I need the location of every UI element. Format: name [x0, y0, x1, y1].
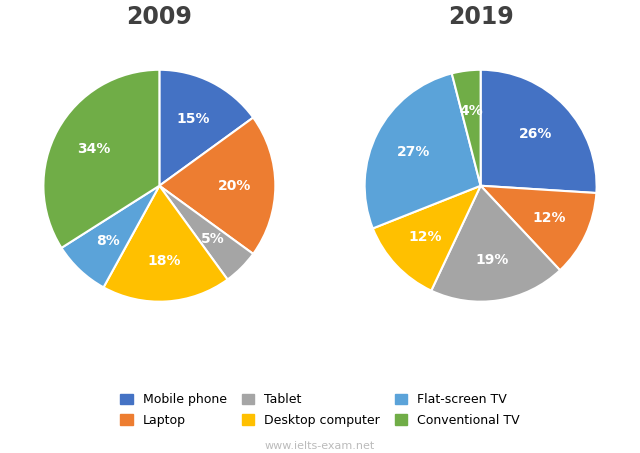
Wedge shape: [481, 186, 596, 270]
Text: www.ielts-exam.net: www.ielts-exam.net: [265, 441, 375, 451]
Text: 19%: 19%: [476, 253, 509, 267]
Text: 27%: 27%: [397, 145, 430, 159]
Wedge shape: [44, 70, 159, 248]
Title: 2019: 2019: [448, 5, 513, 29]
Text: 15%: 15%: [177, 111, 211, 125]
Wedge shape: [431, 186, 560, 302]
Text: 8%: 8%: [96, 234, 120, 248]
Wedge shape: [452, 70, 481, 186]
Text: 5%: 5%: [201, 232, 225, 246]
Text: 18%: 18%: [147, 254, 181, 268]
Text: 12%: 12%: [409, 230, 442, 244]
Legend: Mobile phone, Laptop, Tablet, Desktop computer, Flat-screen TV, Conventional TV: Mobile phone, Laptop, Tablet, Desktop co…: [114, 387, 526, 433]
Text: 12%: 12%: [532, 211, 566, 225]
Wedge shape: [373, 186, 481, 291]
Wedge shape: [104, 186, 228, 302]
Wedge shape: [159, 118, 275, 254]
Title: 2009: 2009: [127, 5, 192, 29]
Wedge shape: [61, 186, 159, 287]
Text: 26%: 26%: [519, 127, 552, 141]
Wedge shape: [159, 186, 253, 280]
Wedge shape: [159, 70, 253, 186]
Text: 20%: 20%: [218, 179, 252, 193]
Text: 4%: 4%: [460, 104, 483, 118]
Wedge shape: [365, 73, 481, 228]
Text: 34%: 34%: [77, 142, 110, 156]
Wedge shape: [481, 70, 596, 193]
